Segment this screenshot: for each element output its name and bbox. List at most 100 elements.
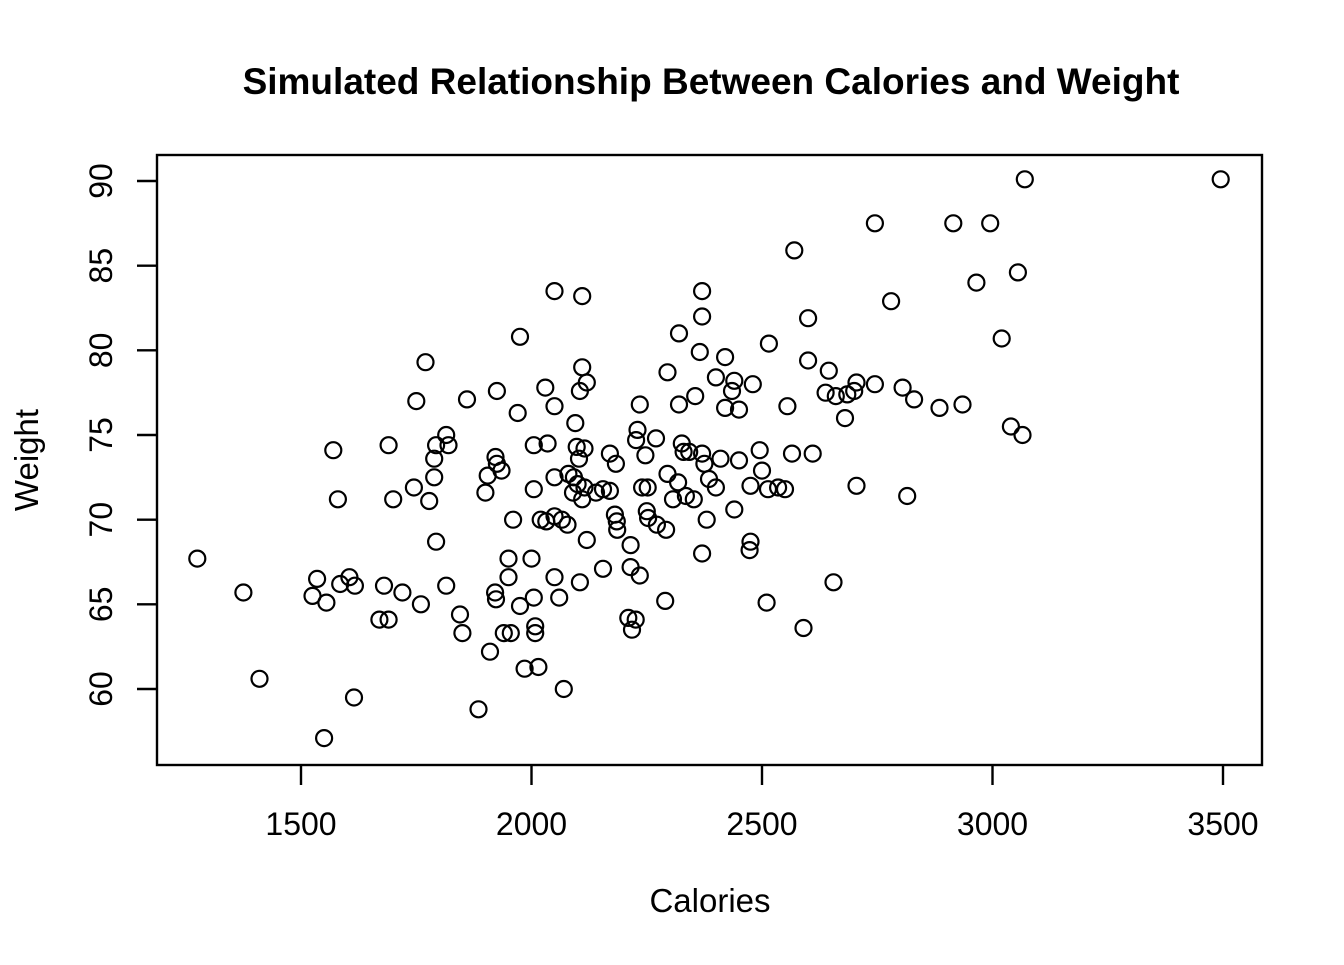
- data-point: [725, 500, 744, 519]
- data-point: [690, 342, 709, 362]
- data-point: [510, 327, 530, 346]
- data-point: [575, 478, 594, 497]
- data-point: [904, 390, 924, 409]
- data-point: [819, 361, 838, 380]
- data-point: [508, 403, 527, 423]
- data-point: [637, 502, 656, 521]
- data-point: [250, 669, 269, 688]
- data-point: [669, 324, 689, 343]
- data-point: [379, 436, 398, 455]
- data-point: [638, 478, 657, 497]
- data-point: [621, 557, 640, 577]
- x-tick-label: 2000: [496, 806, 567, 842]
- data-point: [593, 559, 613, 578]
- data-point: [619, 608, 638, 628]
- data-point: [692, 444, 712, 463]
- data-point: [563, 483, 583, 502]
- data-point: [847, 476, 866, 495]
- x-tick-label: 1500: [265, 806, 336, 842]
- data-point: [593, 480, 613, 499]
- data-point: [676, 486, 696, 506]
- data-point: [778, 397, 797, 416]
- data-point: [411, 595, 430, 614]
- data-point: [1211, 170, 1230, 189]
- data-point: [658, 363, 677, 382]
- data-point: [752, 461, 772, 480]
- y-axis-ticks: 60 65 70 75 80 85 90: [83, 163, 157, 707]
- data-point: [526, 623, 545, 643]
- data-point: [992, 329, 1011, 348]
- data-point: [510, 596, 530, 616]
- data-point: [407, 392, 426, 411]
- y-tick-label: 60: [83, 671, 119, 707]
- data-point: [328, 490, 347, 509]
- data-point: [566, 414, 585, 433]
- data-point: [715, 348, 735, 367]
- data-point: [188, 549, 207, 568]
- data-point: [725, 371, 744, 390]
- data-point: [729, 400, 749, 419]
- data-point: [626, 431, 646, 450]
- data-point: [692, 544, 712, 563]
- data-point: [803, 444, 822, 463]
- data-point: [370, 610, 389, 629]
- data-point: [538, 434, 557, 453]
- data-point: [656, 520, 676, 539]
- data-point: [893, 378, 912, 397]
- data-point: [575, 439, 594, 458]
- data-point: [930, 398, 949, 417]
- data-point: [692, 307, 712, 326]
- data-point: [722, 381, 742, 401]
- x-tick-label: 3500: [1187, 806, 1258, 842]
- data-point: [606, 454, 626, 473]
- x-axis-ticks: 1500 2000 2500 3000 3500: [265, 765, 1259, 842]
- data-point: [847, 373, 866, 392]
- data-point: [558, 515, 577, 534]
- data-point: [647, 515, 667, 534]
- data-point: [692, 282, 712, 301]
- plot-box: [155, 153, 1264, 767]
- data-point: [529, 657, 548, 677]
- chart-title: Simulated Relationship Between Calories …: [243, 61, 1180, 102]
- data-point: [374, 576, 394, 595]
- data-point: [425, 468, 444, 487]
- data-point: [476, 483, 495, 502]
- data-point: [630, 395, 649, 414]
- data-point: [658, 464, 677, 483]
- data-point: [552, 510, 572, 529]
- data-point: [798, 351, 818, 370]
- data-point: [706, 478, 726, 497]
- data-point: [234, 583, 253, 602]
- data-point: [636, 446, 655, 465]
- data-point: [668, 473, 688, 492]
- data-point: [686, 387, 705, 406]
- data-point: [750, 441, 769, 460]
- data-point: [487, 454, 506, 473]
- data-point: [782, 444, 802, 463]
- y-tick-label: 75: [83, 417, 119, 453]
- y-tick-label: 85: [83, 248, 119, 284]
- data-point: [453, 623, 472, 643]
- data-point: [626, 610, 645, 629]
- data-point: [715, 398, 735, 417]
- data-point: [798, 309, 818, 328]
- data-point: [524, 436, 543, 455]
- data-point: [317, 593, 336, 612]
- data-point: [487, 381, 506, 401]
- data-point: [711, 449, 730, 468]
- data-points-group: [188, 170, 1230, 748]
- data-point: [1015, 170, 1034, 189]
- data-point: [775, 480, 795, 499]
- data-point: [494, 623, 513, 643]
- data-point: [501, 623, 520, 643]
- data-point: [845, 381, 864, 401]
- data-point: [768, 478, 788, 497]
- y-axis-label: Weight: [8, 409, 45, 511]
- data-point: [741, 532, 760, 551]
- data-point: [437, 425, 456, 445]
- data-point: [816, 383, 835, 402]
- data-point: [570, 573, 590, 592]
- data-point: [663, 490, 683, 509]
